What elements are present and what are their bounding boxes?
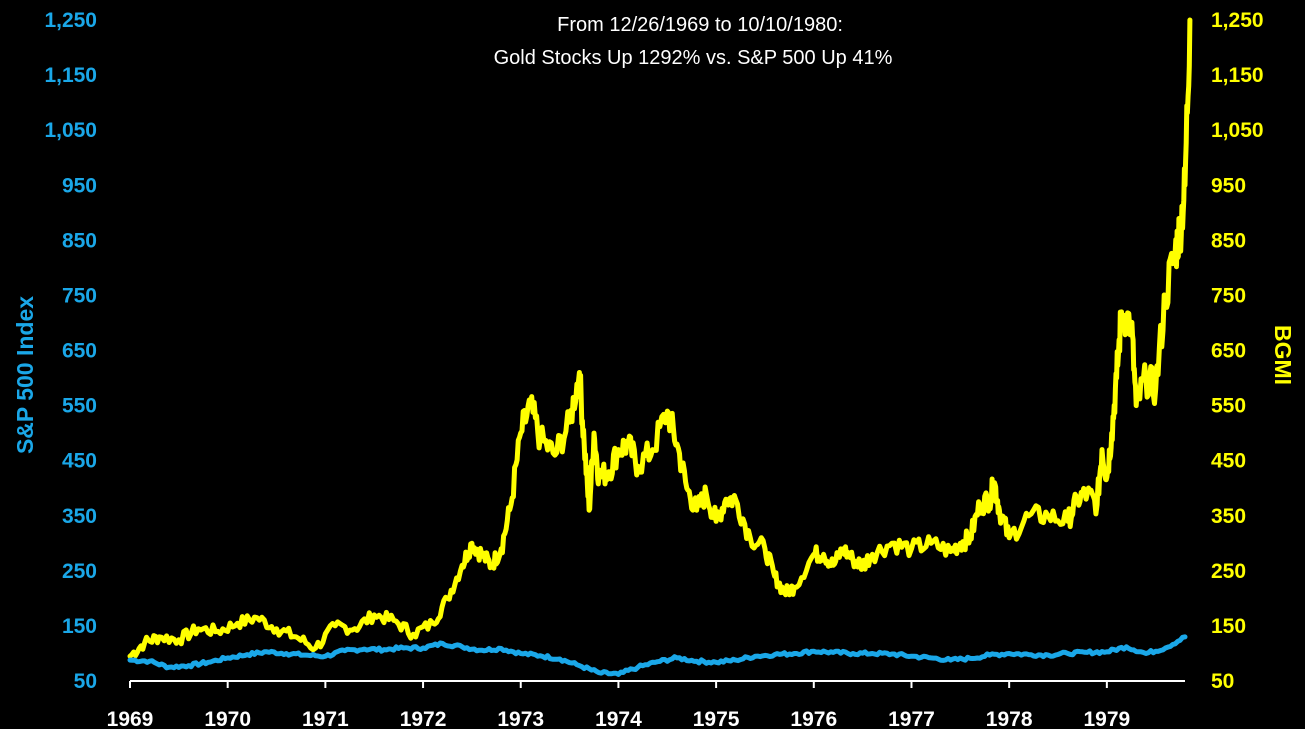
y-axis-right-tick-label: 450 (1211, 450, 1246, 473)
y-axis-left-tick-label: 650 (62, 340, 97, 363)
y-axis-left-ticks: 50 150 250 350 450 550 650 750 850 950 1,050 1,150 1… (44, 9, 97, 693)
y-axis-right-tick-label: 950 (1211, 174, 1246, 197)
chart-title-line1: From 12/26/1969 to 10/10/1980: (557, 14, 843, 36)
x-axis-tick-label: 1969 (107, 708, 154, 729)
x-axis-tick-label: 1971 (302, 708, 349, 729)
y-axis-right-ticks: 50 150 250 350 450 550 650 750 850 950 1,050 1,150 1… (1211, 9, 1264, 693)
y-axis-right-tick-label: 150 (1211, 615, 1246, 638)
y-axis-right-tick-label: 250 (1211, 560, 1246, 583)
y-axis-right-tick-label: 550 (1211, 395, 1246, 418)
y-axis-left-tick-label: 350 (62, 505, 97, 528)
x-axis-ticks: 1969 1970 1971 1972 1973 1974 1975 1976 1977 1978… (107, 681, 1130, 729)
y-axis-right-tick-label: 1,150 (1211, 64, 1264, 87)
x-axis-tick-label: 1978 (986, 708, 1033, 729)
series-line-sp500 (127, 634, 1188, 677)
y-axis-left-tick-label: 850 (62, 229, 97, 252)
x-axis-tick-label: 1977 (888, 708, 935, 729)
y-axis-left-tick-label: 1,250 (44, 9, 97, 32)
x-axis-tick-label: 1979 (1083, 708, 1130, 729)
y-axis-left-tick-label: 250 (62, 560, 97, 583)
x-axis-tick-label: 1972 (400, 708, 447, 729)
y-axis-left-tick-label: 150 (62, 615, 97, 638)
x-axis-tick-label: 1974 (595, 708, 642, 729)
x-axis-tick-label: 1973 (497, 708, 544, 729)
series-line-bgmi (127, 17, 1193, 659)
chart-title-line2: Gold Stocks Up 1292% vs. S&P 500 Up 41% (494, 47, 893, 69)
y-axis-right-tick-label: 650 (1211, 340, 1246, 363)
y-axis-right-label: BGMI (1270, 325, 1296, 385)
y-axis-right-tick-label: 850 (1211, 229, 1246, 252)
y-axis-right-tick-label: 750 (1211, 284, 1246, 307)
y-axis-left-tick-label: 1,050 (44, 119, 97, 142)
x-axis-tick-label: 1976 (790, 708, 837, 729)
x-axis-tick-label: 1975 (693, 708, 740, 729)
y-axis-left-tick-label: 450 (62, 450, 97, 473)
y-axis-right-tick-label: 1,250 (1211, 9, 1264, 32)
y-axis-right-tick-label: 350 (1211, 505, 1246, 528)
y-axis-left-tick-label: 550 (62, 395, 97, 418)
y-axis-left-label: S&P 500 Index (12, 296, 38, 454)
y-axis-left-tick-label: 50 (74, 670, 97, 693)
y-axis-left-tick-label: 1,150 (44, 64, 97, 87)
y-axis-left-tick-label: 750 (62, 284, 97, 307)
y-axis-left-tick-label: 950 (62, 174, 97, 197)
x-axis-tick-label: 1970 (204, 708, 251, 729)
y-axis-right-tick-label: 50 (1211, 670, 1234, 693)
y-axis-right-tick-label: 1,050 (1211, 119, 1264, 142)
